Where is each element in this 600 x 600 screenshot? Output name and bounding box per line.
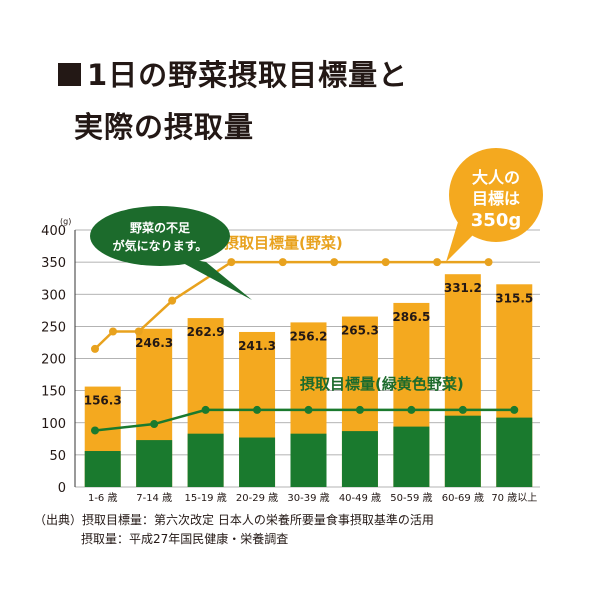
- bar-value-label: 156.3: [84, 394, 122, 408]
- x-tick-label: 40-49 歳: [339, 492, 381, 504]
- shortage-callout-text-2: が気になります。: [113, 238, 208, 253]
- green-yellow-intake-bar: [187, 433, 224, 487]
- green-yellow-target-marker: [304, 405, 313, 414]
- shortage-callout-tail: [168, 255, 252, 300]
- x-tick-label: 60-69 歳: [442, 492, 484, 504]
- bars: [84, 274, 533, 487]
- bar-value-label: 241.3: [238, 339, 276, 353]
- vegetable-target-marker: [433, 258, 442, 267]
- green-yellow-target-marker: [253, 405, 262, 414]
- green-yellow-intake-bar: [444, 415, 481, 487]
- page-title-line-1: 1日の野菜摂取目標量と: [58, 52, 408, 94]
- x-tick-label: 50-59 歳: [390, 492, 432, 504]
- green-yellow-target-marker: [355, 405, 364, 414]
- x-tick-label: 70 歳以上: [491, 492, 537, 504]
- green-yellow-target-marker: [201, 405, 210, 414]
- vegetable-target-label: 摂取目標量(野菜): [224, 234, 343, 252]
- bar-value-label: 246.3: [135, 336, 173, 350]
- bar-value-label: 315.5: [495, 291, 533, 305]
- shortage-callout-bubble: [90, 206, 230, 266]
- green-yellow-intake-bar: [84, 451, 121, 487]
- green-yellow-target-label: 摂取目標量(緑黄色野菜): [300, 375, 464, 393]
- axes: 0 50 100 150 200 250 300 350 400(g) 1-6 歳 7-14 歳 15…: [41, 217, 537, 504]
- title-square-icon: [58, 63, 81, 86]
- vegetable-target-marker: [330, 258, 339, 267]
- page-title-line-2: 実際の摂取量: [74, 110, 255, 144]
- green-yellow-intake-bar: [393, 426, 430, 487]
- bar-value-label: 331.2: [444, 281, 482, 295]
- x-tick-label: 1-6 歳: [88, 492, 118, 504]
- y-tick-label: 150: [41, 385, 66, 400]
- title-text-line-1: 1日の野菜摂取目標量と: [87, 58, 409, 92]
- adult-target-callout-text-3: 350g: [471, 210, 521, 231]
- green-yellow-intake-bar: [496, 417, 533, 487]
- adult-target-callout-bubble: [449, 148, 543, 242]
- green-yellow-target-marker: [91, 426, 100, 435]
- adult-target-callout-text-1: 大人の: [472, 168, 520, 187]
- y-tick-label: 300: [41, 288, 66, 303]
- bar-value-label: 262.9: [187, 325, 225, 339]
- bar-value-label: 286.5: [392, 310, 430, 324]
- target-lines: [91, 258, 519, 435]
- x-tick-label: 15-19 歳: [184, 492, 226, 504]
- y-tick-label: 400: [41, 224, 66, 239]
- vegetable-target-marker: [227, 258, 236, 267]
- green-yellow-intake-bar: [341, 431, 378, 487]
- vegetable-target-marker: [109, 327, 118, 336]
- data-labels: 156.3 246.3 262.9 241.3 256.2 265.3 286.5 331.2…: [84, 281, 534, 407]
- green-yellow-target-marker: [510, 405, 519, 414]
- shortage-callout-text-1: 野菜の不足: [130, 220, 190, 235]
- vegetable-target-marker: [91, 344, 100, 353]
- source-line-1: （出典）摂取目標量：第六次改定 日本人の栄養所要量食事摂取基準の活用: [34, 513, 434, 527]
- y-tick-label: 250: [41, 320, 66, 335]
- vegetable-target-line: [94, 260, 489, 350]
- green-yellow-target-marker: [458, 405, 467, 414]
- green-yellow-intake-bar: [136, 440, 173, 487]
- y-tick-label: 50: [49, 449, 66, 464]
- vegetable-target-marker: [381, 258, 390, 267]
- vegetable-target-marker: [134, 327, 143, 336]
- vegetable-target-marker: [168, 296, 177, 305]
- source-line-2: 摂取量：平成27年国民健康・栄養調査: [81, 532, 289, 546]
- green-yellow-intake-bar: [239, 437, 276, 487]
- adult-target-callout-text-2: 目標は: [472, 189, 520, 208]
- y-tick-label: 350: [41, 256, 66, 271]
- y-tick-label: 0: [58, 481, 66, 496]
- bar-value-label: 256.2: [290, 329, 328, 343]
- x-tick-label: 20-29 歳: [236, 492, 278, 504]
- y-tick-label: 100: [41, 417, 66, 432]
- green-yellow-intake-bar: [290, 433, 327, 487]
- y-unit-label: (g): [60, 217, 71, 226]
- bar-value-label: 265.3: [341, 324, 379, 338]
- x-tick-label: 30-39 歳: [287, 492, 329, 504]
- vegetable-target-marker: [484, 258, 493, 267]
- y-tick-label: 200: [41, 353, 66, 368]
- x-tick-label: 7-14 歳: [136, 492, 172, 504]
- green-yellow-target-marker: [407, 405, 416, 414]
- vegetable-target-marker: [278, 258, 287, 267]
- green-yellow-target-marker: [150, 420, 159, 429]
